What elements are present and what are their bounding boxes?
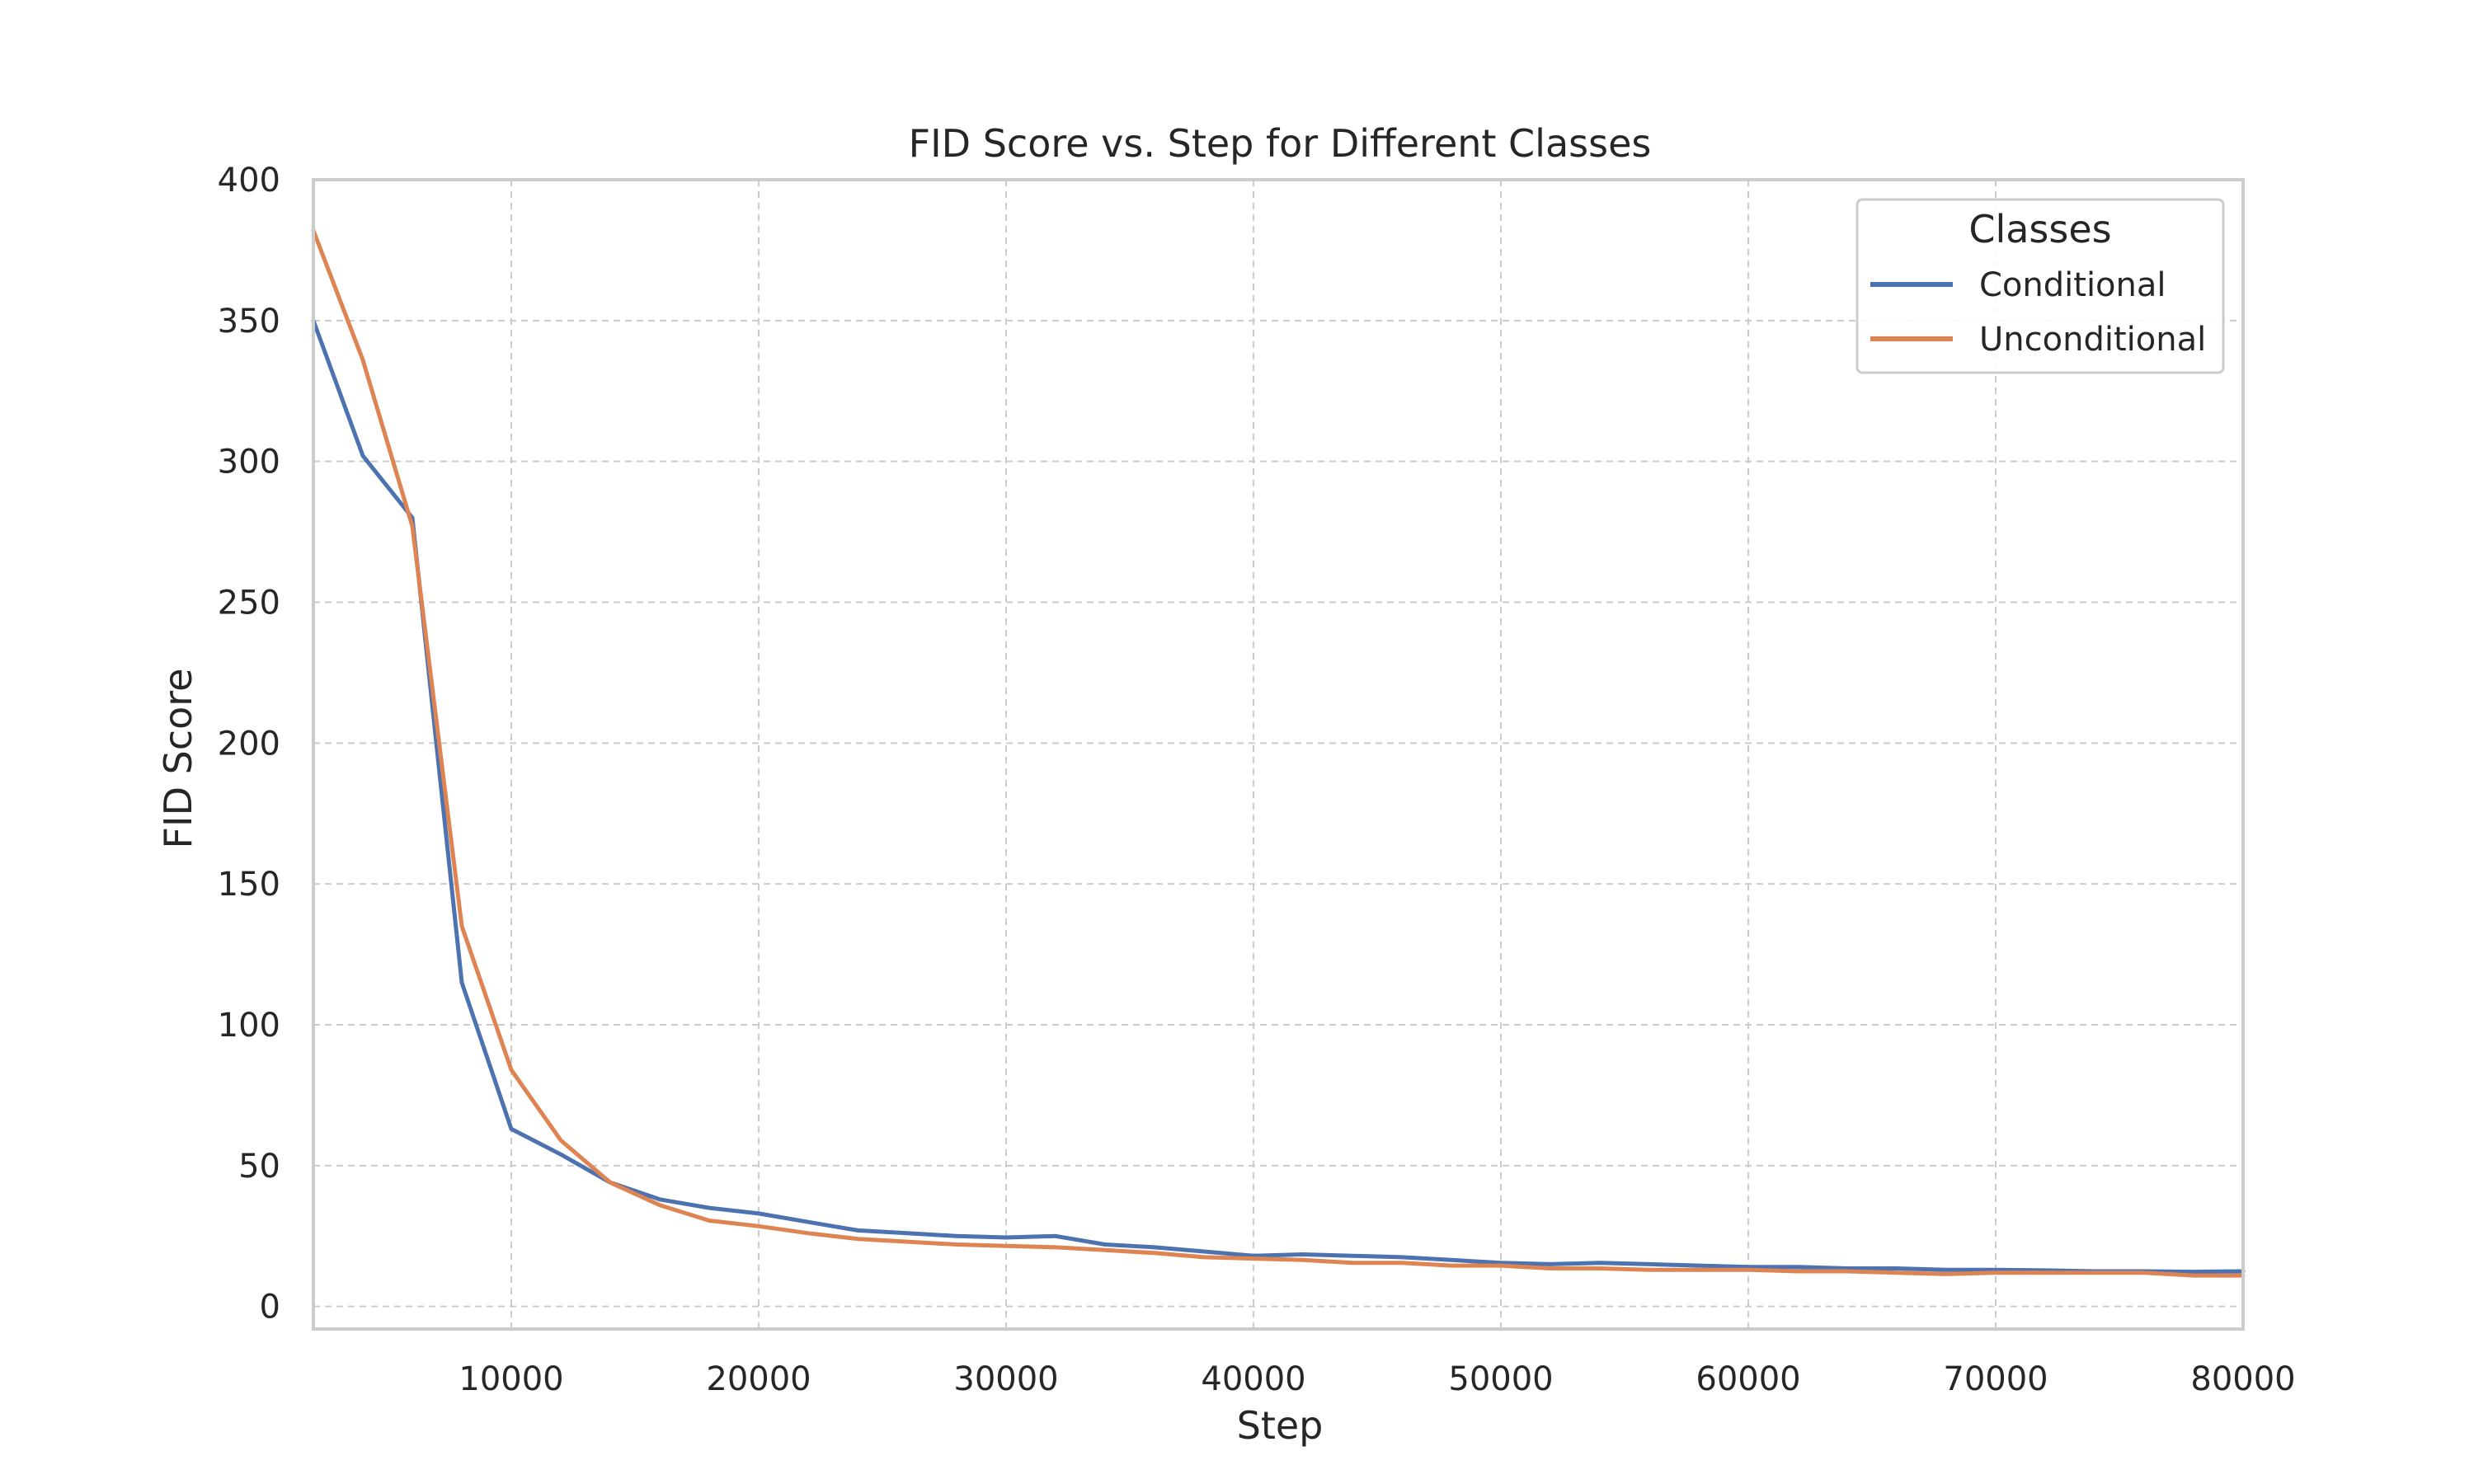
y-tick-label: 200 — [218, 725, 280, 763]
x-tick-label: 10000 — [459, 1360, 563, 1398]
y-tick-label: 250 — [218, 585, 280, 622]
y-tick-label: 100 — [218, 1007, 280, 1045]
legend-label-unconditional: Unconditional — [1979, 321, 2206, 359]
x-tick-label: 80000 — [2190, 1360, 2295, 1398]
x-tick-label: 30000 — [953, 1360, 1058, 1398]
legend-box — [1856, 198, 2225, 374]
y-tick-label: 300 — [218, 444, 280, 481]
x-axis-title: Step — [1237, 1403, 1324, 1448]
x-tick-label: 70000 — [1943, 1360, 2048, 1398]
x-axis-ticks: 10000 20000 30000 40000 50000 60000 70000 80000 — [459, 1360, 2295, 1398]
y-tick-label: 150 — [218, 866, 280, 904]
x-tick-label: 50000 — [1448, 1360, 1553, 1398]
plot-area-frame — [312, 178, 2245, 1331]
y-axis-title: FID Score — [156, 669, 200, 849]
y-tick-label: 350 — [218, 303, 280, 340]
series-layer — [311, 228, 2246, 1278]
y-tick-label: 400 — [218, 162, 280, 200]
x-tick-label: 40000 — [1201, 1360, 1305, 1398]
y-axis-ticks: 0 50 100 150 200 250 300 350 400 — [218, 162, 280, 1327]
y-tick-label: 0 — [260, 1289, 280, 1327]
y-tick-label: 50 — [238, 1148, 280, 1186]
legend: Classes Conditional Unconditional — [1856, 198, 2225, 374]
x-tick-label: 60000 — [1696, 1360, 1800, 1398]
chart-title: FID Score vs. Step for Different Classes — [909, 121, 1652, 166]
x-tick-label: 20000 — [706, 1360, 811, 1398]
series-line-conditional — [311, 318, 2246, 1275]
legend-title: Classes — [1968, 207, 2111, 251]
series-line-unconditional — [311, 228, 2246, 1278]
legend-label-conditional: Conditional — [1979, 266, 2166, 304]
